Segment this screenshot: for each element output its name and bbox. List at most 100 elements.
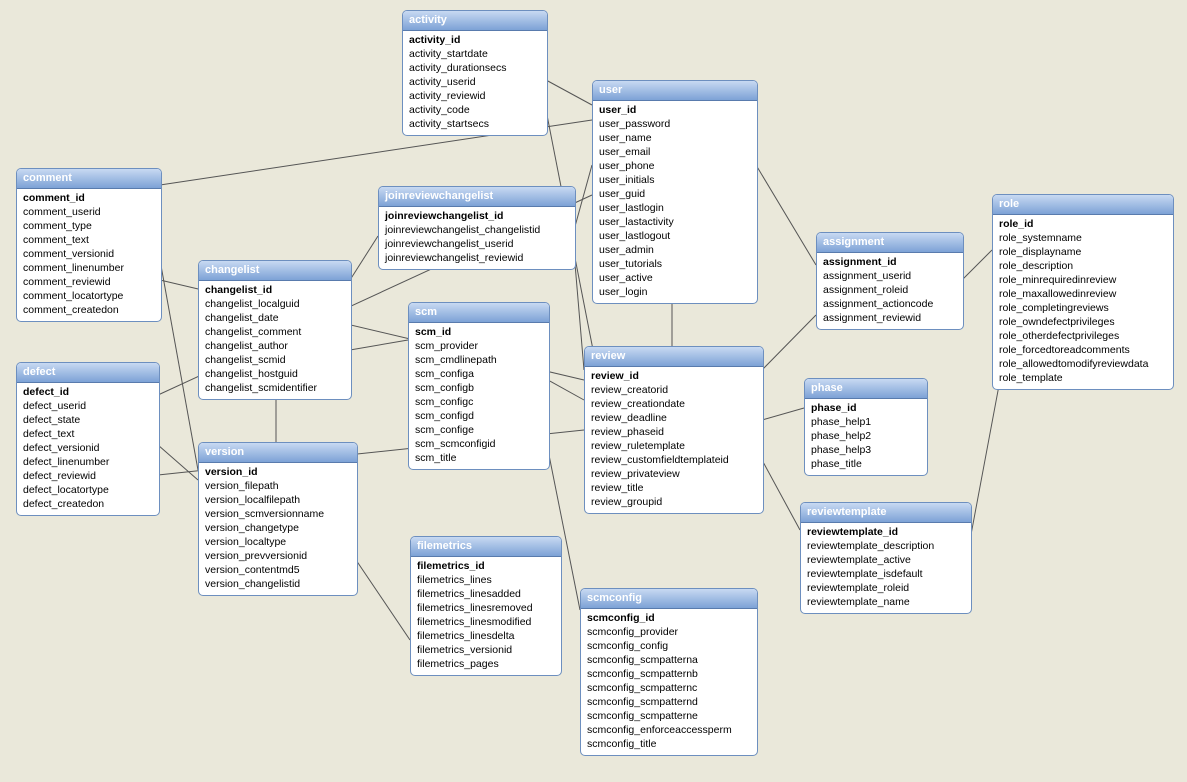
entity-columns: defect_iddefect_useriddefect_statedefect… <box>17 383 159 515</box>
entity-scm[interactable]: scmscm_idscm_providerscm_cmdlinepathscm_… <box>408 302 550 470</box>
entity-comment[interactable]: commentcomment_idcomment_useridcomment_t… <box>16 168 162 322</box>
column: version_contentmd5 <box>203 563 353 577</box>
column: scmconfig_provider <box>585 625 753 639</box>
column: changelist_hostguid <box>203 367 347 381</box>
column: assignment_userid <box>821 269 959 283</box>
edge <box>756 165 816 265</box>
entity-version[interactable]: versionversion_idversion_filepathversion… <box>198 442 358 596</box>
column: scm_scmconfigid <box>413 437 545 451</box>
column: changelist_id <box>203 283 347 297</box>
edge <box>762 460 800 530</box>
entity-joinreviewchangelist[interactable]: joinreviewchangelistjoinreviewchangelist… <box>378 186 576 270</box>
column: changelist_scmidentifier <box>203 381 347 395</box>
column: scm_configd <box>413 409 545 423</box>
entity-user[interactable]: useruser_iduser_passworduser_nameuser_em… <box>592 80 758 304</box>
entity-defect[interactable]: defectdefect_iddefect_useriddefect_state… <box>16 362 160 516</box>
column: filemetrics_pages <box>415 657 557 671</box>
entity-columns: reviewtemplate_idreviewtemplate_descript… <box>801 523 971 613</box>
column: assignment_actioncode <box>821 297 959 311</box>
column: assignment_id <box>821 255 959 269</box>
column: scm_title <box>413 451 545 465</box>
entity-title: filemetrics <box>411 537 561 557</box>
column: reviewtemplate_description <box>805 539 967 553</box>
entity-assignment[interactable]: assignmentassignment_idassignment_userid… <box>816 232 964 330</box>
edge <box>962 250 992 280</box>
entity-activity[interactable]: activityactivity_idactivity_startdateact… <box>402 10 548 136</box>
column: version_scmversionname <box>203 507 353 521</box>
column: joinreviewchangelist_changelistid <box>383 223 571 237</box>
entity-role[interactable]: rolerole_idrole_systemnamerole_displayna… <box>992 194 1174 390</box>
column: defect_linenumber <box>21 455 155 469</box>
column: review_creatorid <box>589 383 759 397</box>
column: joinreviewchangelist_reviewid <box>383 251 571 265</box>
entity-reviewtemplate[interactable]: reviewtemplatereviewtemplate_idreviewtem… <box>800 502 972 614</box>
column: review_customfieldtemplateid <box>589 453 759 467</box>
entity-title: version <box>199 443 357 463</box>
column: reviewtemplate_id <box>805 525 967 539</box>
edge <box>158 445 198 480</box>
column: user_password <box>597 117 753 131</box>
column: scmconfig_config <box>585 639 753 653</box>
column: reviewtemplate_roleid <box>805 581 967 595</box>
column: reviewtemplate_isdefault <box>805 567 967 581</box>
edge <box>546 80 592 105</box>
entity-filemetrics[interactable]: filemetricsfilemetrics_idfilemetrics_lin… <box>410 536 562 676</box>
edge <box>762 408 804 420</box>
column: scm_provider <box>413 339 545 353</box>
column: phase_help1 <box>809 415 923 429</box>
entity-columns: phase_idphase_help1phase_help2phase_help… <box>805 399 927 475</box>
er-diagram-canvas: activityactivity_idactivity_startdateact… <box>0 0 1187 782</box>
column: changelist_date <box>203 311 347 325</box>
column: scmconfig_scmpatternb <box>585 667 753 681</box>
entity-columns: review_idreview_creatoridreview_creation… <box>585 367 763 513</box>
column: version_localfilepath <box>203 493 353 507</box>
edge <box>548 380 584 400</box>
column: review_ruletemplate <box>589 439 759 453</box>
entity-phase[interactable]: phasephase_idphase_help1phase_help2phase… <box>804 378 928 476</box>
column: comment_createdon <box>21 303 157 317</box>
column: scmconfig_scmpatternd <box>585 695 753 709</box>
column: user_lastlogout <box>597 229 753 243</box>
column: reviewtemplate_name <box>805 595 967 609</box>
column: user_login <box>597 285 753 299</box>
edge <box>160 260 198 470</box>
edge <box>356 560 410 640</box>
entity-columns: changelist_idchangelist_localguidchangel… <box>199 281 351 399</box>
entity-title: activity <box>403 11 547 31</box>
edge <box>574 252 584 370</box>
column: user_active <box>597 271 753 285</box>
entity-columns: comment_idcomment_useridcomment_typecomm… <box>17 189 161 321</box>
edge <box>350 236 378 280</box>
column: role_forcedtoreadcomments <box>997 343 1169 357</box>
entity-scmconfig[interactable]: scmconfigscmconfig_idscmconfig_providers… <box>580 588 758 756</box>
column: scm_configa <box>413 367 545 381</box>
column: activity_startsecs <box>407 117 543 131</box>
entity-title: joinreviewchangelist <box>379 187 575 207</box>
entity-title: reviewtemplate <box>801 503 971 523</box>
column: user_name <box>597 131 753 145</box>
column: comment_reviewid <box>21 275 157 289</box>
column: role_maxallowedinreview <box>997 287 1169 301</box>
entity-columns: joinreviewchangelist_idjoinreviewchangel… <box>379 207 575 269</box>
column: activity_code <box>407 103 543 117</box>
column: comment_text <box>21 233 157 247</box>
column: comment_userid <box>21 205 157 219</box>
entity-review[interactable]: reviewreview_idreview_creatoridreview_cr… <box>584 346 764 514</box>
edge <box>970 380 1000 540</box>
entity-title: phase <box>805 379 927 399</box>
column: scmconfig_scmpatterne <box>585 709 753 723</box>
column: scm_configc <box>413 395 545 409</box>
column: role_template <box>997 371 1169 385</box>
column: scm_confige <box>413 423 545 437</box>
entity-columns: activity_idactivity_startdateactivity_du… <box>403 31 547 135</box>
entity-changelist[interactable]: changelistchangelist_idchangelist_localg… <box>198 260 352 400</box>
column: changelist_scmid <box>203 353 347 367</box>
column: user_lastlogin <box>597 201 753 215</box>
column: defect_userid <box>21 399 155 413</box>
column: review_phaseid <box>589 425 759 439</box>
column: version_changelistid <box>203 577 353 591</box>
entity-title: changelist <box>199 261 351 281</box>
entity-columns: assignment_idassignment_userid assignment… <box>817 253 963 329</box>
column: filemetrics_linesdelta <box>415 629 557 643</box>
entity-title: scmconfig <box>581 589 757 609</box>
